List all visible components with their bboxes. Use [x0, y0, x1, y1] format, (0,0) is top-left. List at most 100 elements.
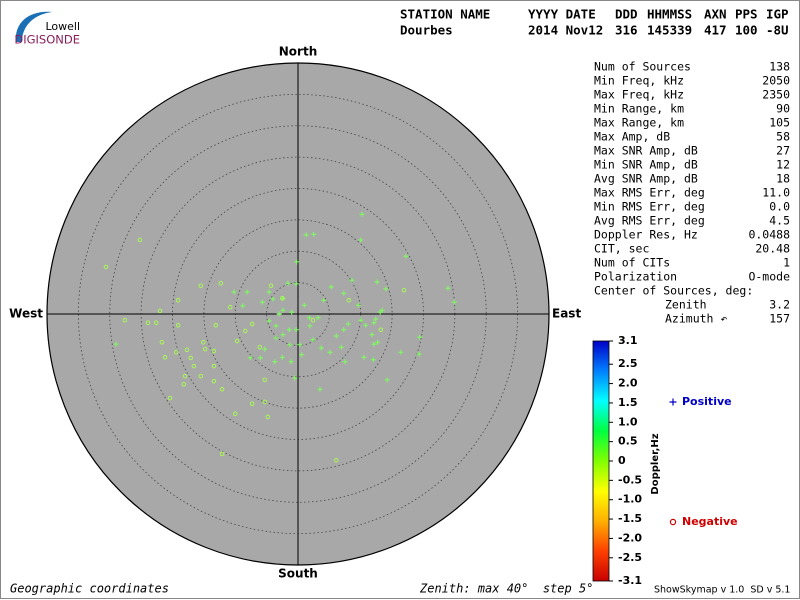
source-negative: [219, 387, 225, 392]
source-negative: [174, 350, 179, 355]
source-positive: [373, 316, 379, 322]
source-positive: [451, 299, 457, 305]
source-positive: [307, 323, 313, 329]
legend-label: Positive: [682, 395, 732, 408]
colorbar-tick-label: -1.5: [618, 512, 642, 525]
source-negative: [262, 399, 267, 405]
source-negative: [243, 328, 248, 334]
source-positive: [231, 289, 237, 295]
source-positive: [294, 259, 300, 265]
stat-label: Avg SNR Amp, dB: [594, 172, 698, 186]
source-positive: [403, 253, 409, 259]
source-negative: [232, 411, 238, 417]
source-positive: [289, 309, 295, 315]
source-positive: [310, 337, 316, 343]
source-positive: [349, 277, 355, 283]
header-column: AXN: [704, 7, 727, 22]
source-negative: [162, 355, 168, 360]
source-positive: [266, 289, 272, 295]
stat-value: 0.0488: [748, 228, 790, 242]
source-positive: [328, 284, 334, 290]
source-negative: [184, 347, 190, 353]
stat-value: 105: [769, 116, 790, 130]
source-positive: [279, 354, 285, 360]
source-positive: [371, 341, 377, 347]
source-positive: [293, 327, 299, 333]
colorbar: [592, 340, 610, 582]
source-negative: [157, 308, 163, 314]
source-negative: [175, 323, 181, 328]
stat-value: 4.5: [769, 214, 790, 228]
source-negative: [167, 395, 173, 401]
source-positive: [359, 211, 365, 217]
source-negative: [219, 451, 225, 457]
logo-top: Lowell: [45, 20, 80, 33]
center-label: Zenith: [665, 298, 707, 312]
legend-marker: [669, 398, 677, 406]
source-positive: [358, 237, 364, 243]
coordinates-note: Geographic coordinates: [10, 582, 169, 596]
center-title: Center of Sources, deg:: [594, 284, 753, 298]
source-positive: [113, 341, 119, 347]
source-negative: [103, 264, 109, 270]
source-positive: [311, 231, 317, 237]
stat-label: Num of CITs: [594, 256, 670, 270]
header-value: 417: [704, 23, 727, 38]
source-positive: [355, 302, 361, 308]
source-negative: [122, 318, 128, 323]
version: ShowSkymap v 1.0 SD v 5.1: [654, 585, 790, 596]
source-positive: [317, 386, 323, 392]
direction-label: South: [278, 567, 318, 581]
source-positive: [416, 351, 422, 357]
source-negative: [234, 338, 240, 344]
stat-label: Max Range, km: [594, 116, 684, 130]
source-positive: [301, 302, 307, 308]
source-positive: [321, 297, 327, 303]
stat-label: Min Freq, kHz: [594, 74, 684, 88]
source-positive: [257, 355, 263, 361]
colorbar-tick-label: -2.5: [618, 551, 642, 564]
stat-label: Doppler Res, Hz: [594, 228, 698, 242]
stat-label: Max RMS Err, deg: [594, 186, 705, 200]
source-negative: [249, 321, 255, 327]
colorbar-tick-label: 1.5: [618, 396, 638, 409]
direction-label: North: [279, 45, 317, 59]
source-negative: [211, 348, 217, 354]
source-positive: [363, 322, 369, 328]
source-positive: [297, 342, 303, 348]
stat-value: 1: [783, 256, 790, 270]
source-positive: [342, 359, 348, 365]
header-column: HHMMSS: [647, 7, 692, 22]
stat-value: 90: [776, 102, 790, 116]
source-negative: [191, 363, 197, 369]
source-negative: [200, 339, 206, 345]
stat-value: 0.0: [769, 200, 790, 214]
source-negative: [378, 327, 384, 332]
source-positive: [327, 349, 333, 355]
center-value: 3.2: [769, 298, 790, 312]
source-negative: [401, 287, 407, 293]
source-positive: [333, 333, 339, 339]
stat-value: 18: [776, 172, 790, 186]
source-positive: [370, 357, 376, 363]
colorbar-tick-label: 0: [618, 454, 626, 467]
header-value: 100: [735, 23, 758, 38]
legend-label: Negative: [682, 515, 738, 528]
source-negative: [257, 345, 262, 350]
stat-label: Min Range, km: [594, 102, 684, 116]
stat-label: CIT, sec: [594, 242, 649, 256]
source-positive: [286, 327, 292, 333]
source-negative: [334, 457, 339, 463]
source-negative: [202, 346, 208, 352]
stat-label: Polarization: [594, 270, 677, 284]
source-positive: [299, 352, 305, 358]
center-label: Azimuth ↶: [665, 312, 727, 326]
source-positive: [272, 359, 278, 365]
stat-value: 58: [776, 130, 790, 144]
logo-swoosh: [15, 11, 53, 42]
stat-label: Min SNR Amp, dB: [594, 158, 698, 172]
source-positive: [244, 289, 250, 295]
source-positive: [276, 311, 282, 317]
source-positive: [285, 280, 291, 286]
source-negative: [175, 297, 181, 303]
